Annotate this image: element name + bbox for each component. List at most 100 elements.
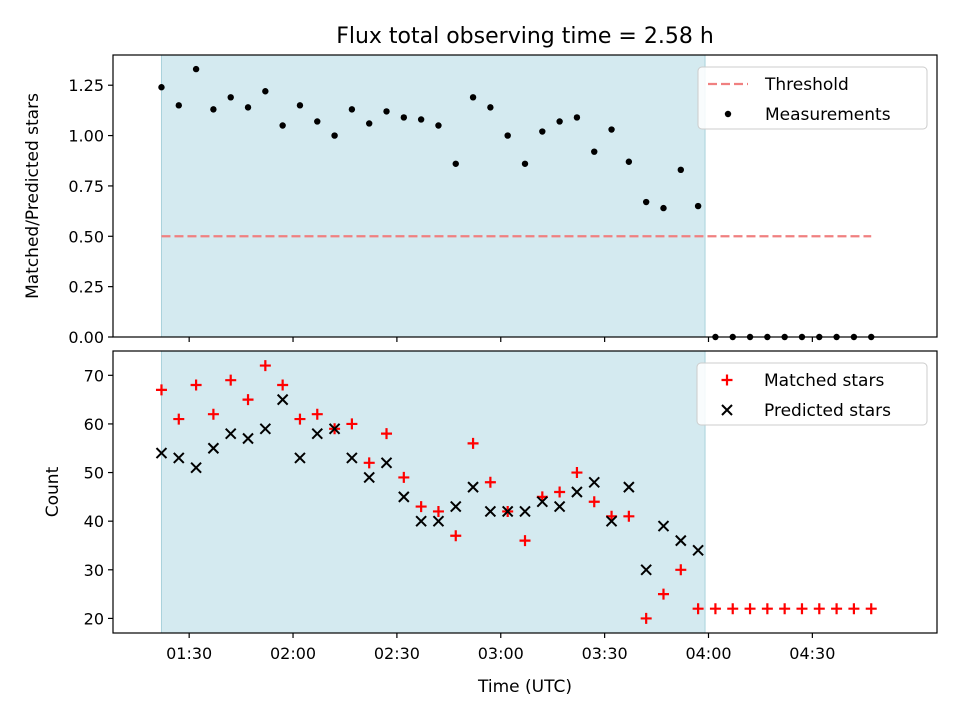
- legend-label: Measurements: [765, 105, 891, 125]
- predicted-star-point: [657, 520, 670, 532]
- predicted-star-point: [675, 534, 687, 547]
- legend-label: Matched stars: [764, 371, 884, 391]
- y-tick-label: 40: [84, 512, 104, 531]
- x-tick-label: 03:30: [582, 644, 628, 663]
- matched-star-point: [242, 394, 254, 406]
- y-tick-label: 0.00: [68, 328, 104, 347]
- measurement-point: [694, 202, 702, 210]
- matched-star-point: [398, 471, 410, 483]
- y-tick-label: 0.50: [68, 227, 104, 246]
- matched-star-point: [865, 603, 877, 615]
- measurement-point: [435, 122, 442, 129]
- matched-star-point: [744, 603, 756, 615]
- y-tick-label: 50: [84, 464, 104, 483]
- measurement-point: [296, 102, 304, 109]
- matched-star-point: [588, 496, 600, 508]
- predicted-star-point: [588, 476, 600, 488]
- matched-star-point: [519, 535, 531, 547]
- matched-star-point: [450, 530, 462, 542]
- matched-star-point: [813, 603, 825, 615]
- predicted-star-point: [484, 505, 497, 518]
- y-tick-label: 1.25: [68, 76, 104, 95]
- measurement-point: [625, 158, 633, 165]
- matched-star-point: [190, 379, 202, 391]
- x-tick-label: 03:00: [478, 644, 524, 663]
- measurement-point: [227, 94, 234, 101]
- measurement-point: [642, 198, 650, 206]
- measurement-point: [400, 114, 408, 121]
- matched-star-point: [173, 413, 185, 425]
- y-tick-label: 20: [84, 609, 104, 628]
- y-tick-label: 60: [84, 415, 104, 434]
- measurement-point: [210, 106, 217, 113]
- matched-star-point: [484, 476, 496, 488]
- predicted-star-point: [311, 427, 323, 440]
- measurement-point: [556, 118, 563, 125]
- matched-star-point: [346, 418, 358, 430]
- matched-star-point: [432, 505, 444, 517]
- measurement-point: [487, 104, 494, 111]
- predicted-star-point: [432, 515, 445, 527]
- predicted-star-point: [242, 432, 254, 445]
- measurement-point: [158, 84, 165, 91]
- measurement-point: [383, 108, 390, 115]
- y-tick-label: 30: [84, 561, 104, 580]
- predicted-star-point: [553, 500, 566, 513]
- chart-title: Flux total observing time = 2.58 h: [336, 24, 714, 49]
- matched-star-point: [623, 510, 635, 522]
- matched-star-point: [831, 603, 843, 615]
- predicted-star-point: [450, 500, 462, 513]
- matched-star-point: [796, 603, 808, 615]
- legend-label: Predicted stars: [764, 401, 891, 421]
- predicted-star-point: [225, 427, 237, 440]
- y-tick-label: 70: [84, 366, 104, 385]
- predicted-star-point: [398, 491, 410, 503]
- matched-star-point: [779, 603, 791, 615]
- measurement-point: [504, 132, 511, 139]
- predicted-star-point: [380, 457, 393, 469]
- measurement-point: [244, 104, 252, 111]
- measurement-point: [348, 106, 356, 113]
- matched-star-point: [207, 408, 219, 420]
- y-tick-label: 1.00: [68, 127, 104, 146]
- predicted-star-point: [605, 515, 618, 527]
- predicted-star-point: [623, 481, 635, 493]
- legend-predicted-swatch: [721, 404, 733, 416]
- predicted-star-point: [501, 505, 514, 518]
- matched-star-point: [761, 603, 773, 615]
- matched-star-point: [727, 603, 739, 615]
- matched-star-point: [259, 360, 271, 372]
- predicted-star-point: [519, 505, 531, 518]
- x-tick-label: 04:30: [789, 644, 835, 663]
- predicted-star-point: [173, 452, 185, 464]
- measurement-point: [314, 118, 321, 125]
- predicted-star-point: [328, 423, 341, 435]
- measurement-point: [677, 166, 684, 174]
- y-tick-label: 0.75: [68, 177, 104, 196]
- legend-measurement-swatch: [724, 110, 732, 118]
- plot-frame: [112, 54, 938, 338]
- legend-box: [697, 66, 928, 130]
- matched-star-point: [225, 374, 237, 386]
- measurement-point: [262, 88, 269, 95]
- matched-star-point: [848, 603, 860, 615]
- y-axis-label-bottom: Count: [43, 466, 63, 517]
- x-tick-label: 02:30: [374, 644, 420, 663]
- predicted-star-point: [276, 393, 289, 406]
- matched-star-point: [640, 612, 652, 624]
- measurement-point: [521, 160, 529, 167]
- plot-frame: [112, 350, 938, 634]
- predicted-star-point: [692, 544, 704, 557]
- x-axis-label: Time (UTC): [477, 677, 572, 697]
- predicted-star-point: [346, 452, 358, 464]
- predicted-star-point: [363, 471, 375, 484]
- predicted-star-point: [190, 461, 202, 474]
- matched-star-point: [381, 428, 393, 440]
- y-tick-label: 0.25: [68, 278, 104, 297]
- predicted-star-point: [259, 423, 272, 435]
- predicted-star-point: [207, 442, 220, 454]
- measurement-point: [279, 122, 286, 129]
- y-axis-label-top: Matched/Predicted stars: [23, 93, 43, 299]
